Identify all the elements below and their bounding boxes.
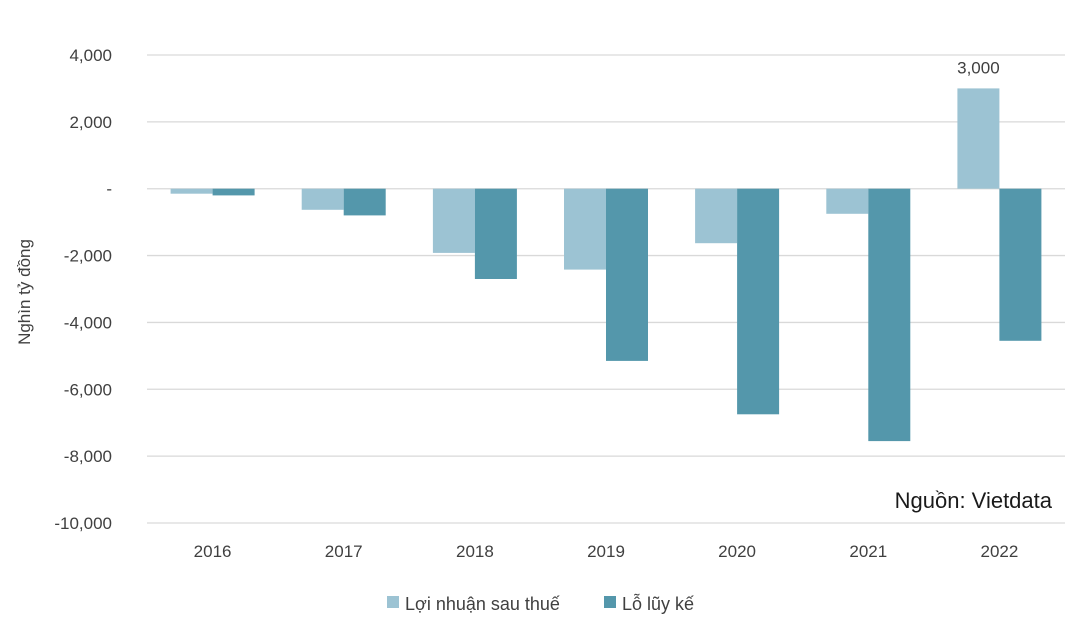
bar	[212, 188, 255, 196]
y-tick-label: 2,000	[69, 113, 112, 132]
bar	[432, 188, 475, 253]
bars	[170, 88, 1042, 442]
bar	[868, 188, 911, 442]
y-axis-ticks: 4,000 2,000 - -2,000 -4,000 -6,000 -8,000 -10,0…	[54, 46, 112, 533]
bar	[999, 188, 1042, 341]
bar	[695, 188, 738, 244]
bar	[301, 188, 344, 210]
bar	[474, 188, 517, 279]
x-tick-label: 2021	[849, 542, 887, 561]
y-tick-label: -10,000	[54, 514, 112, 533]
y-tick-label: -	[106, 180, 112, 199]
x-tick-label: 2018	[456, 542, 494, 561]
x-axis-ticks: 2016 2017 2018 2019 2020 2021 2022	[194, 542, 1019, 561]
x-tick-label: 2022	[980, 542, 1018, 561]
legend-swatch	[604, 596, 616, 608]
y-axis-title: Nghìn tỷ đồng	[15, 239, 34, 345]
legend: Lợi nhuận sau thuế Lỗ lũy kế	[387, 593, 694, 614]
bar	[606, 188, 648, 361]
x-tick-label: 2020	[718, 542, 756, 561]
x-tick-label: 2019	[587, 542, 625, 561]
y-tick-label: -2,000	[64, 247, 112, 266]
bar	[957, 88, 1000, 189]
x-tick-label: 2017	[325, 542, 363, 561]
y-tick-label: -6,000	[64, 380, 112, 399]
x-tick-label: 2016	[194, 542, 232, 561]
source-note: Nguồn: Vietdata	[895, 488, 1053, 513]
legend-swatch	[387, 596, 399, 608]
data-label: 3,000	[957, 58, 1000, 77]
legend-label: Lỗ lũy kế	[622, 593, 694, 614]
bar	[170, 188, 213, 194]
bar	[737, 188, 780, 415]
bar	[826, 188, 869, 214]
bar	[564, 188, 606, 270]
y-tick-label: -8,000	[64, 447, 112, 466]
bar	[343, 188, 386, 216]
data-labels: 3,000	[957, 58, 1000, 77]
y-tick-label: -4,000	[64, 313, 112, 332]
y-tick-label: 4,000	[69, 46, 112, 65]
legend-label: Lợi nhuận sau thuế	[405, 594, 560, 614]
